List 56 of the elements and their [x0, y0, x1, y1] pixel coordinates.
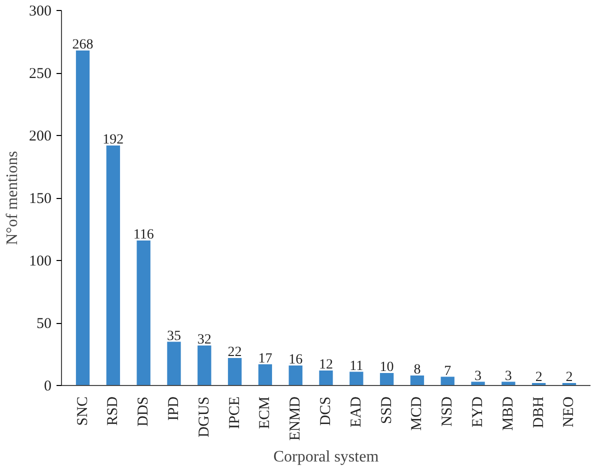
bar [380, 373, 394, 386]
y-axis-title: N°of mentions [4, 151, 21, 245]
bar [258, 364, 272, 386]
bar [106, 146, 120, 386]
x-tick-label: EAD [348, 396, 364, 428]
data-label: 192 [102, 132, 124, 148]
data-label: 17 [258, 351, 272, 366]
y-tick-label: 250 [29, 66, 52, 82]
x-tick-label: IPD [166, 396, 182, 421]
x-tick-label: MCD [409, 396, 426, 431]
data-label: 2 [535, 370, 542, 385]
x-tick-label: ECM [257, 396, 274, 430]
data-label: 7 [444, 364, 452, 379]
x-tick-label: IPCE [226, 396, 243, 430]
x-tick-label: MBD [500, 396, 516, 431]
x-tick-label: DCS [318, 396, 334, 426]
bar [167, 342, 181, 386]
data-label: 268 [72, 38, 94, 52]
bar [288, 366, 302, 386]
x-tick-label: NSD [440, 396, 456, 427]
bar [319, 370, 333, 386]
x-tick-label: DGUS [196, 396, 212, 438]
data-label: 35 [166, 328, 181, 344]
bar [76, 50, 90, 386]
bar [136, 240, 150, 386]
x-tick-label: DBH [530, 396, 547, 428]
data-label: 3 [504, 368, 512, 384]
x-tick-label: EYD [470, 396, 486, 428]
y-tick-label: 0 [44, 378, 52, 394]
x-tick-label: DDS [136, 396, 152, 427]
bar [350, 372, 364, 386]
x-tick-label: NEO [561, 396, 578, 428]
data-label: 8 [414, 362, 421, 378]
x-axis-title: Corporal system [273, 448, 380, 466]
x-tick-label: SSD [378, 396, 395, 424]
data-label: 11 [350, 358, 364, 374]
data-label: 116 [133, 228, 154, 242]
y-tick-label: 50 [36, 316, 52, 332]
y-tick-label: 200 [29, 128, 52, 144]
x-tick-label: RSD [105, 396, 122, 426]
x-tick-label: ENMD [288, 396, 304, 441]
data-label: 3 [474, 368, 482, 384]
data-label: 10 [380, 360, 394, 375]
data-label: 2 [566, 370, 573, 385]
bar [440, 376, 454, 386]
y-tick-label: 150 [29, 191, 52, 207]
y-tick-label: 100 [29, 254, 52, 270]
data-label: 12 [319, 358, 333, 372]
data-label: 22 [228, 345, 242, 360]
data-label: 16 [288, 352, 303, 368]
data-label: 32 [197, 332, 212, 348]
bar [198, 346, 212, 386]
x-tick-label: SNC [74, 396, 91, 426]
y-tick-label: 300 [29, 4, 52, 20]
bar [228, 358, 242, 386]
bar [410, 376, 424, 386]
